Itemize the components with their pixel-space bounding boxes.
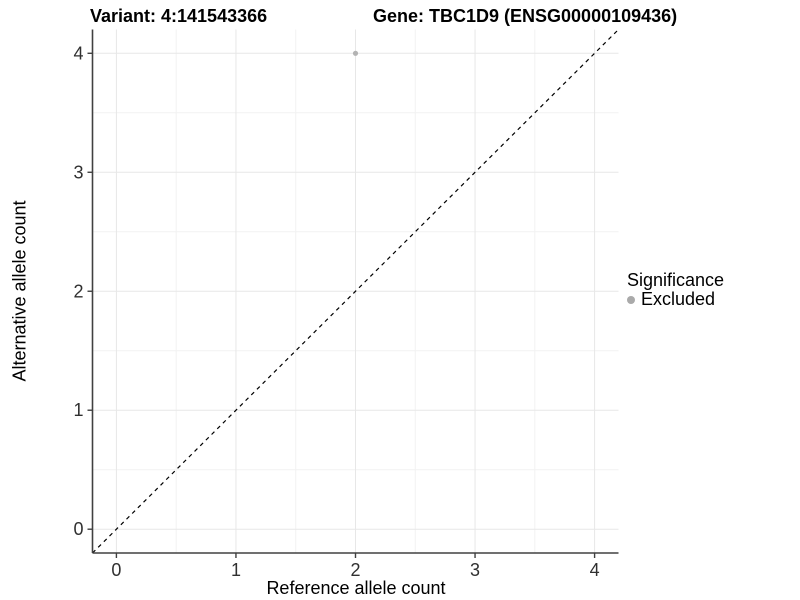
x-tick-label: 4 — [590, 560, 600, 580]
y-axis-title: Alternative allele count — [9, 200, 30, 382]
legend-item-label: Excluded — [641, 289, 716, 309]
x-tick-label: 2 — [350, 560, 360, 580]
y-tick-label: 1 — [73, 400, 83, 420]
x-axis-title: Reference allele count — [266, 578, 446, 598]
data-point — [352, 50, 359, 56]
x-tick-label: 1 — [231, 560, 241, 580]
gene-title: Gene: TBC1D9 (ENSG00000109436) — [373, 6, 678, 26]
excluded-point-icon — [627, 295, 635, 304]
legend-item-excluded: Excluded — [627, 290, 724, 309]
identity-reference-line — [92, 29, 619, 554]
variant-title: Variant: 4:141543366 — [90, 6, 268, 26]
y-tick-label: 0 — [73, 519, 83, 539]
legend-title: Significance — [627, 270, 725, 290]
x-tick-label: 3 — [470, 560, 480, 580]
y-tick-label: 4 — [73, 43, 83, 63]
legend: Significance Excluded — [627, 271, 724, 309]
y-tick-label: 3 — [73, 162, 83, 182]
y-tick-label: 2 — [73, 281, 83, 301]
x-tick-label: 0 — [111, 560, 121, 580]
